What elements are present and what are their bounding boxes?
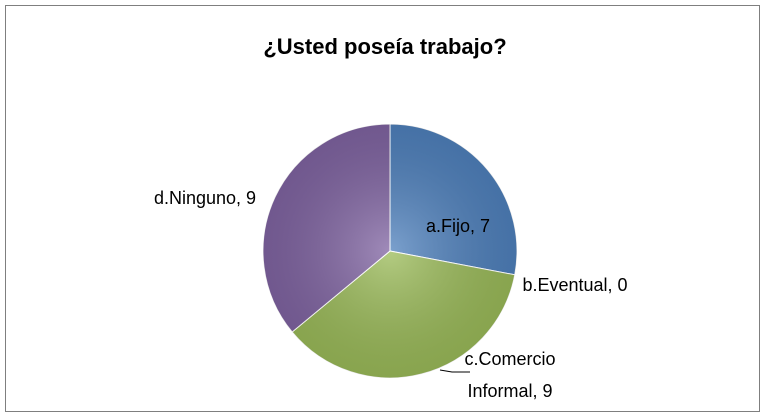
data-label: b.Eventual, 0 (522, 275, 628, 295)
data-label: c.Comercio Informal, 9 (464, 349, 556, 401)
chart-title: ¿Usted poseía trabajo? (263, 34, 506, 59)
data-label: d.Ninguno, 9 (153, 188, 257, 208)
data-label: a.Fijo, 7 (425, 216, 491, 236)
